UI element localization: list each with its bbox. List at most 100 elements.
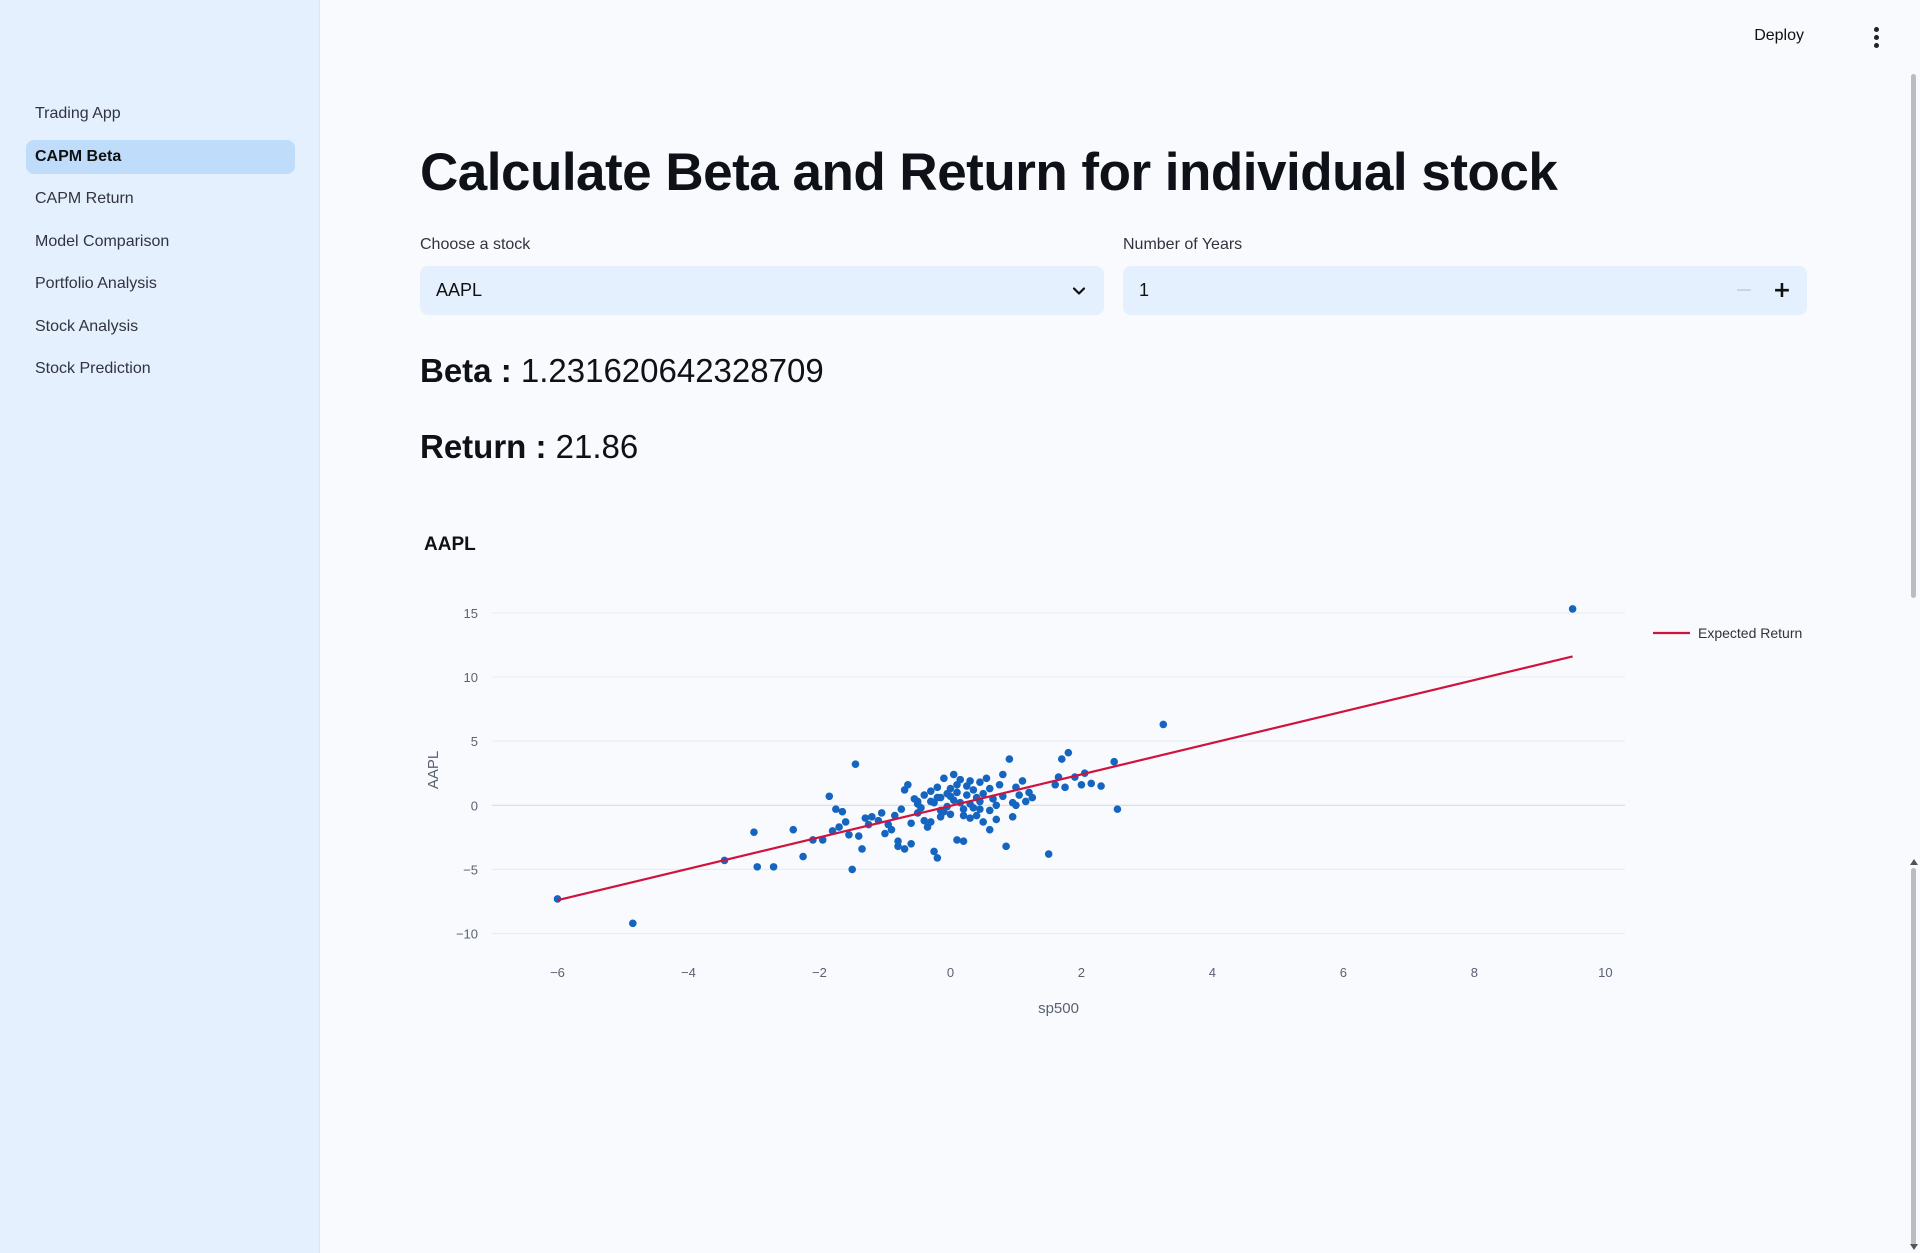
data-point[interactable]	[845, 830, 853, 839]
data-point[interactable]	[1110, 757, 1118, 766]
data-point[interactable]	[1002, 842, 1010, 851]
data-point[interactable]	[1087, 779, 1096, 788]
data-point[interactable]	[1018, 777, 1027, 785]
data-point[interactable]	[1061, 783, 1069, 792]
data-point[interactable]	[933, 783, 942, 792]
data-point[interactable]	[1077, 780, 1086, 789]
data-point[interactable]	[1159, 720, 1168, 729]
data-point[interactable]	[959, 805, 968, 813]
data-point[interactable]	[629, 919, 637, 928]
data-point[interactable]	[1113, 805, 1122, 813]
decrement-button[interactable]: −	[1727, 274, 1761, 308]
data-point[interactable]	[753, 863, 762, 871]
data-point[interactable]	[959, 811, 968, 820]
data-point[interactable]	[972, 811, 981, 820]
data-point[interactable]	[976, 805, 984, 813]
vertical-dots-icon[interactable]	[1866, 27, 1886, 49]
data-point[interactable]	[959, 837, 968, 846]
scroll-down-arrow[interactable]	[1910, 1244, 1918, 1250]
sidebar-item-capm-return[interactable]: CAPM Return	[35, 190, 134, 207]
data-point[interactable]	[900, 845, 909, 853]
data-point[interactable]	[858, 845, 866, 853]
scrollbar-thumb-lower[interactable]	[1911, 868, 1916, 1246]
deploy-button[interactable]: Deploy	[1748, 25, 1810, 47]
data-point[interactable]	[995, 780, 1004, 789]
data-point[interactable]	[992, 801, 1001, 810]
data-point[interactable]	[1051, 780, 1060, 789]
years-input[interactable]	[1139, 266, 1639, 315]
data-point[interactable]	[904, 780, 912, 789]
data-point[interactable]	[1015, 791, 1024, 799]
data-point[interactable]	[966, 814, 974, 822]
data-point[interactable]	[890, 811, 899, 820]
data-point[interactable]	[789, 825, 798, 834]
data-point[interactable]	[1012, 801, 1020, 810]
sidebar-item-trading-app[interactable]: Trading App	[35, 105, 121, 122]
data-point[interactable]	[835, 823, 843, 831]
scatter-chart[interactable]: −10 −5 0 5 10 15 −6 −4 −2 0 2 4 6 8 10 sp500 AAPL Expecte…	[420, 560, 1820, 1030]
data-point[interactable]	[949, 770, 958, 779]
data-point[interactable]	[920, 816, 929, 825]
data-point[interactable]	[851, 760, 860, 769]
data-point[interactable]	[1021, 797, 1030, 806]
data-point[interactable]	[940, 774, 948, 783]
data-point[interactable]	[920, 791, 929, 799]
data-point[interactable]	[969, 786, 978, 794]
data-point[interactable]	[1057, 755, 1066, 763]
data-point[interactable]	[907, 819, 915, 828]
data-point[interactable]	[946, 784, 955, 793]
data-point[interactable]	[894, 842, 902, 851]
data-point[interactable]	[982, 774, 991, 783]
data-point[interactable]	[985, 825, 994, 834]
data-point[interactable]	[1097, 782, 1105, 790]
data-point[interactable]	[750, 828, 758, 837]
data-point[interactable]	[979, 789, 987, 798]
increment-button[interactable]: +	[1765, 274, 1799, 308]
data-point[interactable]	[854, 832, 863, 840]
data-point[interactable]	[1064, 748, 1073, 757]
data-point[interactable]	[953, 788, 961, 797]
data-point[interactable]	[985, 806, 994, 815]
data-point[interactable]	[930, 847, 938, 856]
stock-select[interactable]: AAPL	[420, 266, 1104, 315]
data-point[interactable]	[966, 777, 974, 785]
data-point[interactable]	[926, 797, 935, 806]
data-point[interactable]	[799, 852, 807, 861]
data-point[interactable]	[933, 854, 942, 862]
data-point[interactable]	[969, 804, 978, 812]
legend-entry-expected-return[interactable]: Expected Return	[1698, 625, 1802, 641]
data-point[interactable]	[838, 807, 847, 816]
data-point[interactable]	[1008, 813, 1017, 821]
data-point[interactable]	[979, 818, 987, 826]
data-point[interactable]	[907, 839, 915, 848]
data-point[interactable]	[868, 813, 876, 821]
sidebar-item-stock-analysis[interactable]: Stock Analysis	[35, 317, 139, 335]
data-point[interactable]	[1005, 755, 1014, 763]
data-point[interactable]	[985, 784, 994, 793]
data-point[interactable]	[933, 793, 942, 802]
data-point[interactable]	[946, 810, 955, 819]
data-point[interactable]	[881, 829, 889, 838]
data-point[interactable]	[953, 780, 961, 789]
data-point[interactable]	[841, 818, 850, 826]
data-point[interactable]	[877, 809, 886, 817]
sidebar-item-stock-prediction[interactable]: Stock Prediction	[35, 360, 151, 377]
data-point[interactable]	[913, 800, 922, 808]
data-point[interactable]	[953, 836, 961, 844]
data-point[interactable]	[769, 863, 778, 871]
data-point[interactable]	[1044, 850, 1053, 858]
scrollbar-thumb[interactable]	[1911, 74, 1916, 598]
data-point[interactable]	[926, 818, 935, 826]
data-point[interactable]	[946, 792, 955, 801]
data-point[interactable]	[976, 778, 984, 786]
data-point[interactable]	[963, 791, 971, 799]
data-point[interactable]	[861, 814, 870, 822]
expected-return-line[interactable]	[557, 655, 1573, 902]
data-point[interactable]	[832, 805, 840, 813]
data-point[interactable]	[1028, 793, 1037, 802]
data-point[interactable]	[887, 825, 896, 834]
data-point[interactable]	[1568, 605, 1577, 613]
data-point[interactable]	[848, 865, 857, 874]
data-point[interactable]	[897, 805, 906, 813]
data-point[interactable]	[999, 770, 1007, 779]
